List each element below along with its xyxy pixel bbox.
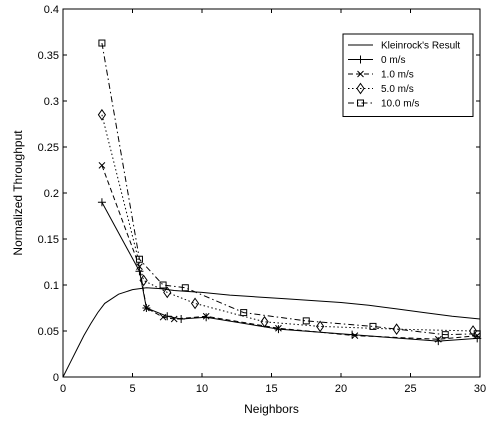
legend-item: 10.0 m/s	[348, 99, 419, 110]
y-tick-label: 0	[53, 372, 59, 384]
plot-area: 0 5 10 15 20 25 30 0 0.05 0.1 0.15 0.2 0.25 0.3 0.35 0.…	[38, 4, 487, 395]
x-marker	[143, 304, 150, 312]
plus-marker	[202, 313, 211, 322]
legend-item: 0 m/s	[348, 55, 405, 66]
x-tick-label: 10	[196, 383, 208, 395]
legend-item: Kleinrock's Result	[348, 41, 460, 52]
x-marker	[136, 263, 143, 270]
x-marker	[98, 162, 106, 169]
x-axis-title: Neighbors	[244, 402, 299, 416]
series-line	[62, 287, 481, 378]
x-tick-label: 15	[265, 383, 277, 395]
legend: Kleinrock's Result 0 m/s 1.0 m/s 5.0 m/s 10.…	[342, 33, 474, 117]
series-line	[101, 165, 478, 340]
square-marker	[357, 99, 364, 107]
square-marker	[181, 284, 189, 292]
y-tick-label: 0.1	[44, 280, 59, 292]
x-tick-label: 5	[129, 383, 135, 395]
y-axis-title: Normalized Throughput	[11, 130, 25, 256]
x-marker	[202, 312, 210, 320]
x-marker	[275, 324, 282, 332]
square-marker	[441, 331, 449, 339]
series-3	[97, 108, 478, 337]
legend-label: 10.0 m/s	[381, 99, 419, 110]
plus-marker	[97, 198, 106, 207]
series-layer	[62, 39, 482, 378]
diamond-marker	[316, 320, 325, 333]
diamond-marker	[190, 297, 200, 310]
x-marker	[351, 332, 359, 339]
x-marker	[434, 335, 442, 343]
y-tick-label: 0.4	[44, 4, 59, 16]
square-marker	[302, 317, 310, 325]
legend-box	[342, 33, 474, 117]
y-tick-label: 0.3	[44, 96, 59, 108]
diamond-marker	[163, 286, 172, 299]
diamond-marker	[356, 82, 365, 95]
x-marker	[170, 315, 178, 323]
series-1	[97, 198, 482, 346]
square-marker	[240, 309, 248, 317]
plus-marker	[356, 55, 365, 64]
y-tick-label: 0.25	[38, 142, 59, 154]
plus-marker	[135, 267, 144, 276]
legend-label: Kleinrock's Result	[381, 41, 460, 52]
legend-item: 5.0 m/s	[348, 82, 414, 95]
x-tick-label: 0	[60, 383, 66, 395]
plus-marker	[434, 337, 443, 346]
plus-marker	[274, 325, 283, 334]
x-marker	[159, 313, 167, 321]
y-tick-label: 0.15	[38, 234, 59, 246]
y-tick-label: 0.05	[38, 326, 59, 338]
square-marker	[135, 255, 143, 263]
axis-ticks: 0 5 10 15 20 25 30 0 0.05 0.1 0.15 0.2 0.25 0.3 0.35 0.…	[38, 4, 487, 395]
diamond-marker	[260, 315, 269, 328]
series-line	[101, 201, 478, 342]
x-tick-label: 20	[335, 383, 347, 395]
square-marker	[369, 322, 377, 330]
diamond-marker	[97, 108, 107, 121]
y-tick-label: 0.35	[38, 50, 59, 62]
diamond-marker	[392, 323, 401, 336]
legend-label: 0 m/s	[381, 55, 405, 66]
legend-item: 1.0 m/s	[348, 70, 414, 81]
series-4	[98, 39, 481, 339]
legend-label: 1.0 m/s	[381, 70, 414, 81]
diamond-marker	[139, 274, 148, 287]
y-tick-label: 0.2	[44, 188, 59, 200]
diamond-marker	[468, 325, 478, 337]
x-marker	[357, 70, 364, 78]
x-tick-label: 30	[474, 383, 486, 395]
square-marker	[98, 39, 106, 47]
series-line	[101, 42, 478, 336]
legend-label: 5.0 m/s	[381, 84, 414, 95]
series-2	[98, 162, 481, 343]
series-0	[62, 287, 481, 378]
square-marker	[159, 281, 167, 289]
square-marker	[473, 330, 481, 338]
x-tick-label: 25	[404, 383, 416, 395]
